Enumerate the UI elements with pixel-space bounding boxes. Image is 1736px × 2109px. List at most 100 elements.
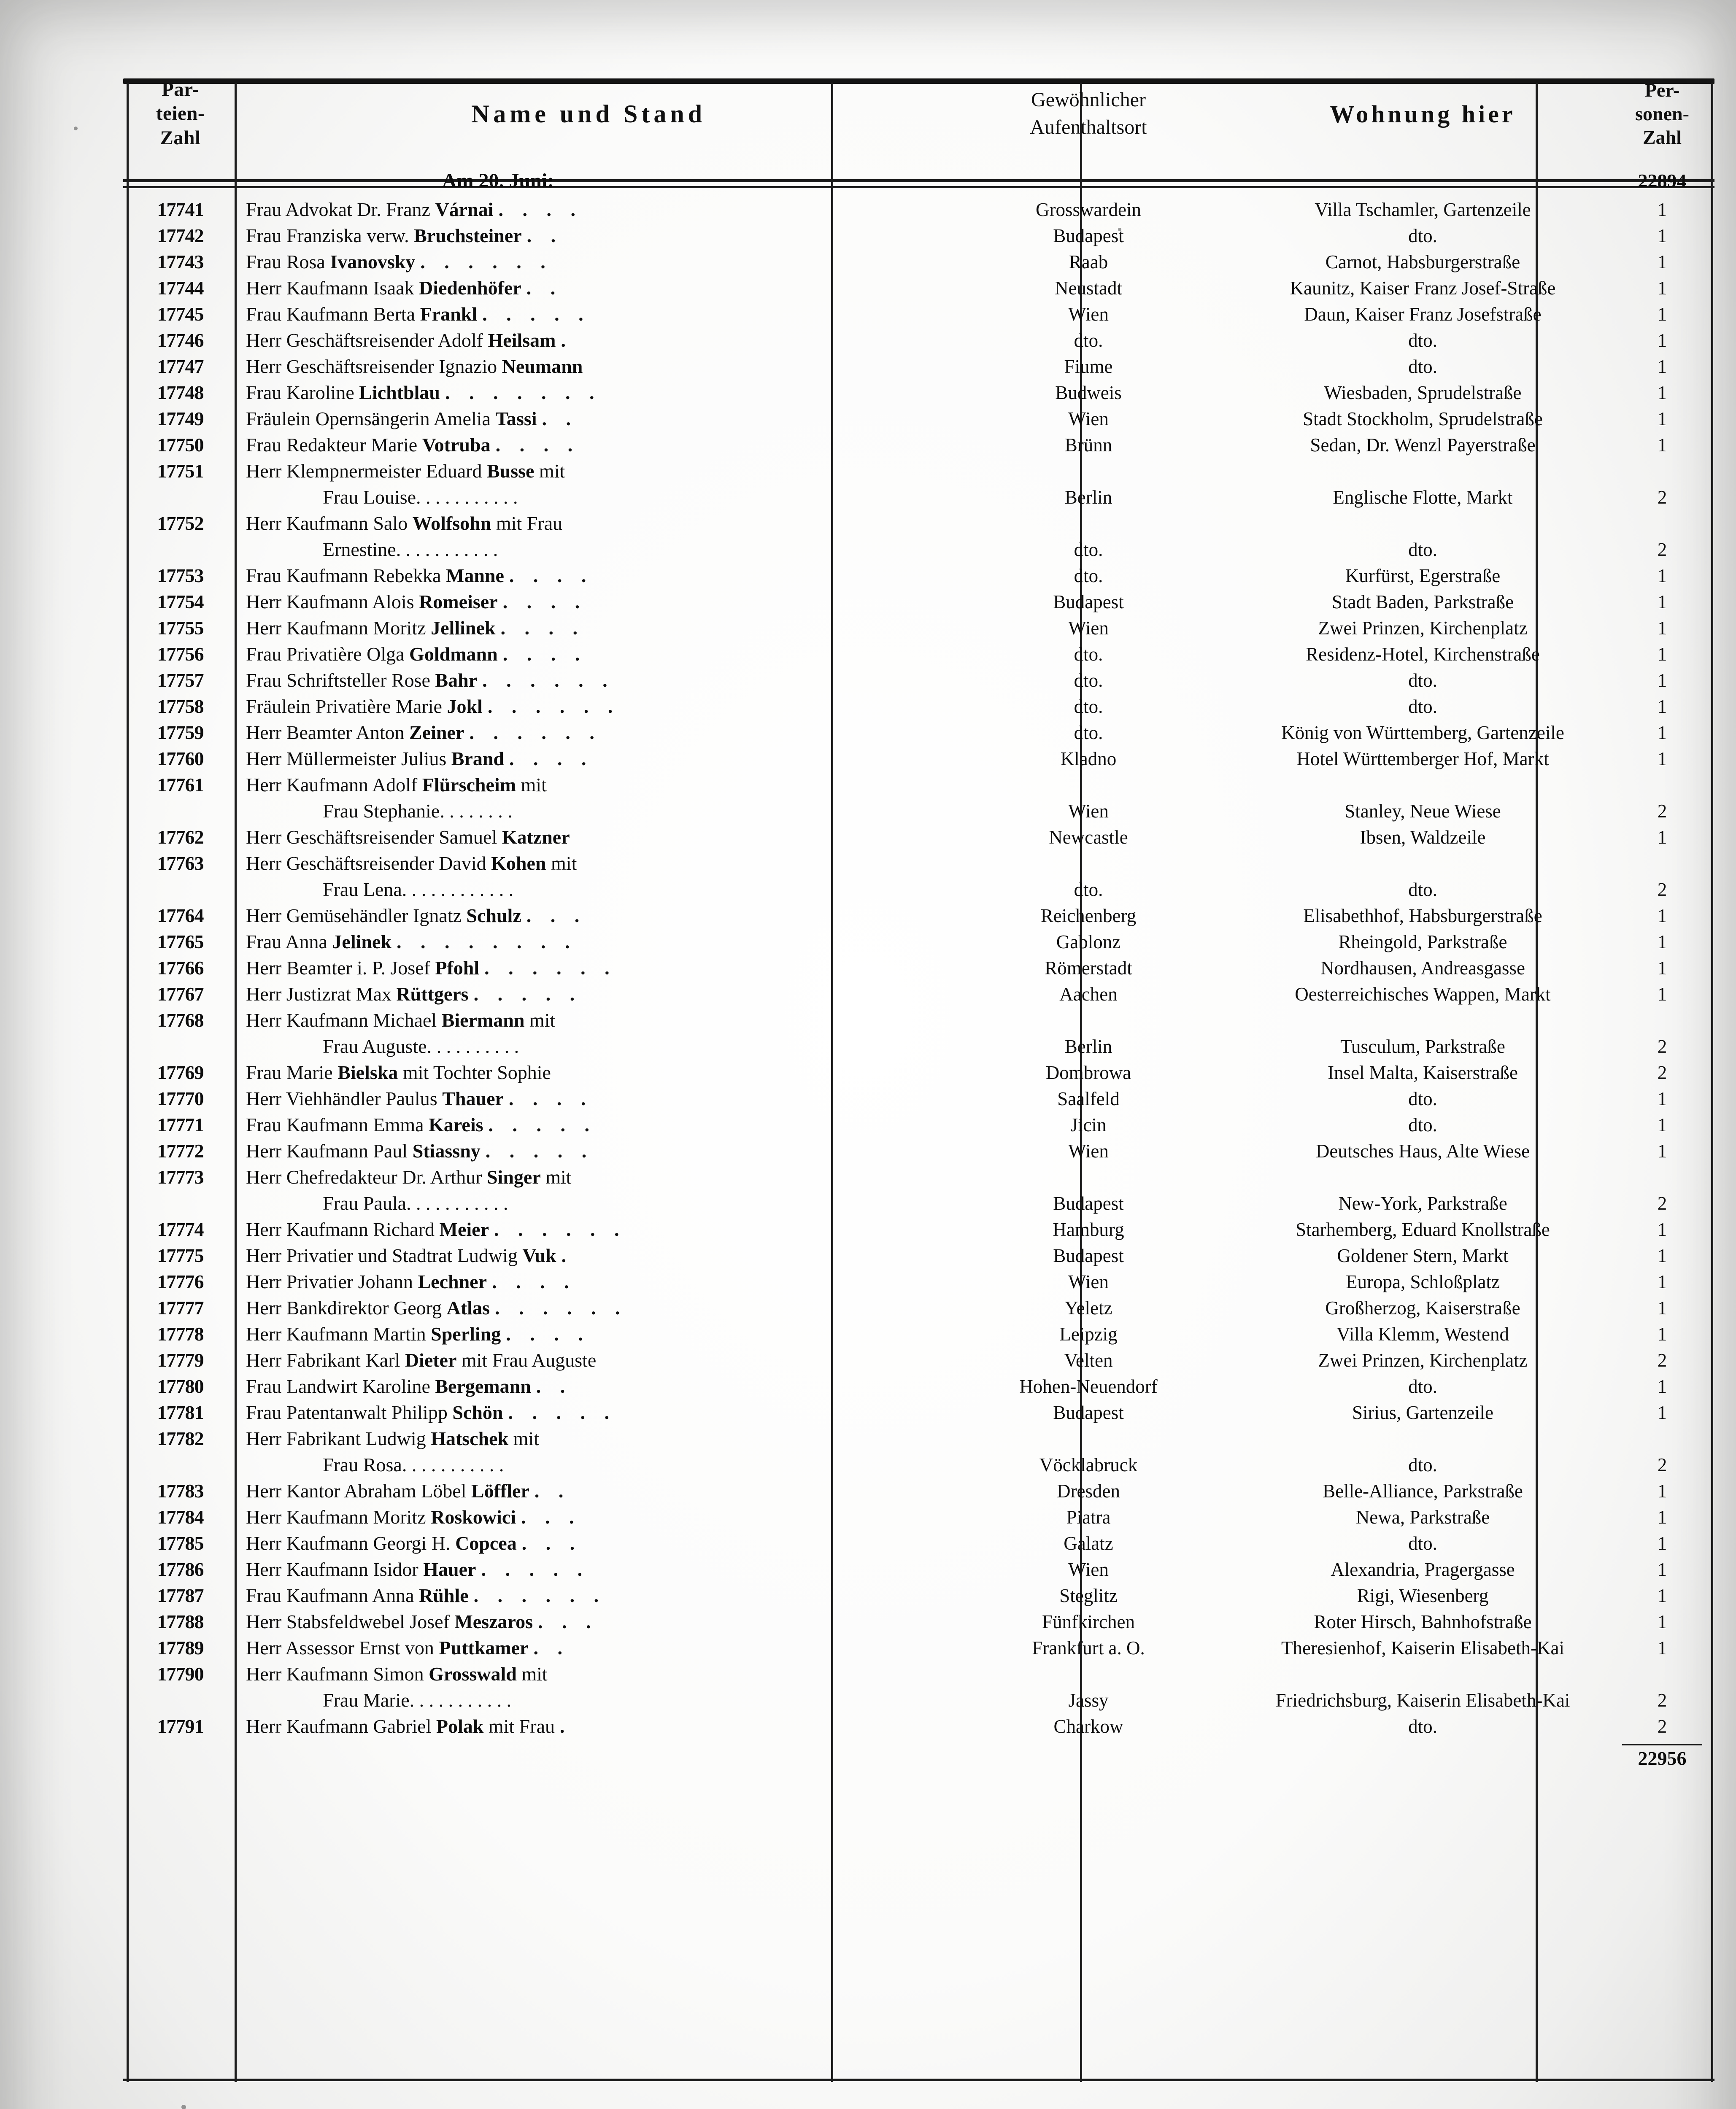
row-wohnung-hier: dto. <box>1408 696 1437 717</box>
row-personen-zahl: 1 <box>1657 1219 1667 1240</box>
table-row: 17744 Herr Kaufmann Isaak Diedenhöfer. . N… <box>127 275 1713 301</box>
table-row: 17742 Frau Franziska verw. Bruchsteiner. … <box>127 223 1713 249</box>
row-wohnung-hier: Stadt Baden, Parkstraße <box>1331 591 1514 612</box>
table-row: 17785 Herr Kaufmann Georgi H. Copcea. . .… <box>127 1530 1713 1556</box>
row-name-suffix: mit Frau <box>483 1715 555 1737</box>
row-name-und-stand: Frau Schriftsteller Rose Bahr. . . . . . <box>234 667 943 693</box>
row-name-und-stand: Frau Landwirt Karoline Bergemann. . <box>234 1373 943 1400</box>
row-name-prefix: Herr Kaufmann Gabriel <box>246 1715 436 1737</box>
row-aufenthaltsort: Piatra <box>1066 1507 1111 1528</box>
row-parteien-zahl: 17777 <box>157 1297 204 1319</box>
row-personen-zahl: 1 <box>1657 304 1667 325</box>
header-personen-line2: sonen- <box>1635 102 1689 124</box>
row-surname: Bielska <box>337 1062 398 1083</box>
row-name-prefix: Herr Kaufmann Isaak <box>246 277 419 299</box>
table-row: 17783 Herr Kantor Abraham Löbel Löffler. … <box>127 1478 1713 1504</box>
row-name-prefix: Herr Kaufmann Michael <box>246 1009 442 1031</box>
header-parteien-line3: Zahl <box>160 127 201 149</box>
row-name-prefix: Herr Kaufmann Georgi H. <box>246 1532 456 1554</box>
row-parteien-zahl: 17747 <box>157 356 204 377</box>
row-parteien-zahl: 17788 <box>157 1611 204 1632</box>
row-dot-leader: . . . . . <box>481 1559 589 1580</box>
row-wohnung-hier: Oesterreichisches Wappen, Markt <box>1295 984 1551 1005</box>
row-name-prefix: Herr Kaufmann Paul <box>246 1140 413 1162</box>
col-sep-aufenthalt <box>1080 83 1082 2082</box>
row-surname: Hatschek <box>431 1428 509 1449</box>
row-parteien-zahl: 17783 <box>157 1480 204 1502</box>
row-wohnung-hier: Zwei Prinzen, Kirchenplatz <box>1318 618 1528 639</box>
table-row: 17777 Herr Bankdirektor Georg Atlas. . . … <box>127 1295 1713 1321</box>
row-personen-zahl: 1 <box>1657 1114 1667 1135</box>
row-personen-zahl: 1 <box>1657 1141 1667 1162</box>
table-row: 17765 Frau Anna Jelinek. . . . . . . . Gab… <box>127 929 1713 955</box>
row-aufenthaltsort: dto. <box>1074 644 1103 665</box>
row-name-prefix: Herr Viehhändler Paulus <box>246 1088 443 1109</box>
row-name-suffix: mit <box>524 1009 556 1031</box>
row-parteien-zahl: 17785 <box>157 1532 204 1554</box>
row-dot-leader: . . <box>542 408 578 429</box>
row-name-prefix: Herr Geschäftsreisender Samuel <box>246 826 502 848</box>
row-aufenthaltsort: Jassy <box>1068 1690 1109 1711</box>
row-companion-dot-leader: . . . . . . . . . . . <box>406 1192 508 1214</box>
row-dot-leader: . . . . <box>495 434 580 456</box>
row-wohnung-hier: Newa, Parkstraße <box>1355 1507 1490 1528</box>
row-companion-name: Frau Paula. . . . . . . . . . . <box>234 1190 943 1216</box>
header-aufenthalt-line2: Aufenthaltsort <box>1030 116 1147 138</box>
row-dot-leader: . . . . . . . <box>445 382 602 403</box>
row-dot-leader: . . . . . . <box>494 1297 627 1319</box>
row-name-prefix: Frau Rosa <box>246 251 330 272</box>
row-surname: Frankl <box>420 303 478 325</box>
row-name-und-stand: Frau Kaufmann Rebekka Manne. . . . <box>234 563 943 589</box>
row-parteien-zahl: 17770 <box>157 1088 204 1109</box>
row-dot-leader: . . . . <box>509 565 594 586</box>
row-surname: Hauer <box>423 1559 476 1580</box>
row-surname: Wolfsohn <box>412 512 491 534</box>
row-name-suffix: mit <box>516 1663 548 1685</box>
header-parteien-zahl: Par- teien- Zahl <box>127 63 234 165</box>
table-row: 17787 Frau Kaufmann Anna Rühle. . . . . .… <box>127 1583 1713 1609</box>
row-name-prefix: Herr Bankdirektor Georg <box>246 1297 447 1319</box>
table-row: 17745 Frau Kaufmann Berta Frankl. . . . .… <box>127 301 1713 327</box>
row-companion-dot-leader: . . . . . . . . . . . <box>416 486 518 508</box>
row-name-und-stand: Herr Klempnermeister Eduard Busse mit <box>234 458 943 484</box>
header-personen-zahl: Per- sonen- Zahl <box>1612 63 1713 165</box>
row-wohnung-hier: Alexandria, Pragergasse <box>1331 1559 1515 1580</box>
row-aufenthaltsort: Dresden <box>1057 1481 1120 1502</box>
row-wohnung-hier: dto. <box>1408 225 1437 246</box>
row-wohnung-hier: Daun, Kaiser Franz Josefstraße <box>1304 304 1542 325</box>
row-wohnung-hier: Nordhausen, Andreasgasse <box>1320 957 1525 979</box>
row-name-suffix: mit <box>534 460 565 482</box>
row-name-prefix: Frau Anna <box>246 931 332 952</box>
row-aufenthaltsort: Neustadt <box>1055 278 1122 299</box>
row-name-prefix: Herr Kantor Abraham Löbel <box>246 1480 471 1502</box>
row-name-prefix: Herr Kaufmann Adolf <box>246 774 422 796</box>
table-row: 17779 Herr Fabrikant Karl Dieter mit Frau… <box>127 1347 1713 1373</box>
row-personen-zahl: 1 <box>1657 748 1667 769</box>
row-dot-leader: . . . . . . <box>469 722 602 743</box>
row-personen-zahl: 1 <box>1657 1271 1667 1292</box>
row-wohnung-hier: Stanley, Neue Wiese <box>1345 801 1501 822</box>
row-surname: Stiassny <box>412 1140 481 1162</box>
row-name-prefix: Herr Beamter i. P. Josef <box>246 957 435 979</box>
row-name-und-stand: Herr Kaufmann Isaak Diedenhöfer. . <box>234 275 943 301</box>
row-name-prefix: Frau Kaufmann Rebekka <box>246 565 446 586</box>
row-surname: Singer <box>486 1166 541 1188</box>
table-row-continuation: Frau Auguste. . . . . . . . . . <box>127 1033 1713 1060</box>
row-name-und-stand: Frau Anna Jelinek. . . . . . . . <box>234 929 943 955</box>
row-parteien-zahl: 17759 <box>157 722 204 743</box>
row-dot-leader: . . . . <box>509 748 594 769</box>
row-wohnung-hier: Villa Klemm, Westend <box>1336 1324 1509 1345</box>
row-parteien-zahl: 17763 <box>157 852 204 874</box>
row-wohnung-hier: Großherzog, Kaiserstraße <box>1325 1297 1520 1319</box>
row-wohnung-hier: dto. <box>1408 1716 1437 1737</box>
row-personen-zahl: 2 <box>1657 1193 1667 1214</box>
row-surname: Busse <box>486 460 535 482</box>
header-personen-line1: Per- <box>1644 79 1680 101</box>
row-parteien-zahl: 17784 <box>157 1506 204 1528</box>
row-dot-leader: . <box>560 1715 572 1737</box>
row-parteien-zahl: 17779 <box>157 1349 204 1371</box>
row-parteien-zahl-continuation <box>127 798 234 824</box>
row-surname: Schön <box>452 1402 503 1423</box>
row-parteien-zahl: 17755 <box>157 617 204 639</box>
table-row-continuation: Frau Rosa. . . . . . . . . . . <box>127 1452 1713 1478</box>
